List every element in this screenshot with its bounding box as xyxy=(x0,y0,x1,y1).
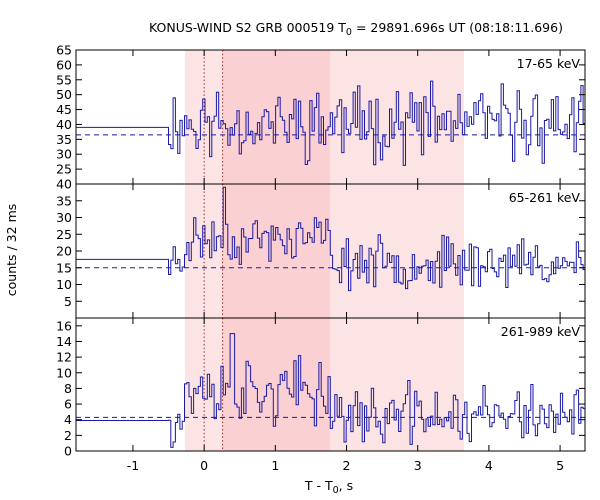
y-tick-label: 5 xyxy=(64,294,72,309)
y-tick-label: 55 xyxy=(56,72,72,87)
light-curve xyxy=(76,333,585,448)
x-tick-label: 0 xyxy=(200,458,208,473)
y-tick-label: 65 xyxy=(56,43,72,58)
shaded-interval-2 xyxy=(222,318,331,451)
chart-title: KONUS-WIND S2 GRB 000519 T0 = 29891.696s… xyxy=(149,20,563,38)
y-tick-label: 12 xyxy=(56,350,72,365)
y-tick-label: 30 xyxy=(56,147,72,162)
x-tick-label: 3 xyxy=(414,458,422,473)
y-tick-label: 10 xyxy=(56,365,72,380)
y-tick-label: 16 xyxy=(56,318,72,333)
y-tick-label: 10 xyxy=(56,277,72,292)
y-tick-label: 40 xyxy=(56,117,72,132)
energy-band-label: 65-261 keV xyxy=(509,190,581,205)
y-tick-label: 35 xyxy=(56,193,72,208)
panel-frame xyxy=(75,317,586,452)
y-tick-label: 15 xyxy=(56,260,72,275)
y-tick-label: 20 xyxy=(56,244,72,259)
title-prefix: KONUS-WIND S2 GRB 000519 T xyxy=(149,20,346,35)
energy-band-label: 261-989 keV xyxy=(501,324,581,339)
title-subscript: 0 xyxy=(346,27,352,38)
y-tick-label: 8 xyxy=(64,381,72,396)
x-tick-label: 1 xyxy=(271,458,279,473)
y-tick-label: 25 xyxy=(56,227,72,242)
y-tick-label: 14 xyxy=(56,334,72,349)
y-tick-label: 30 xyxy=(56,210,72,225)
x-tick-label: -1 xyxy=(127,458,139,473)
y-tick-label: 60 xyxy=(56,57,72,72)
y-tick-label: 4 xyxy=(64,412,72,427)
light-curve xyxy=(76,186,585,292)
xlabel-subscript: 0 xyxy=(333,485,339,496)
y-tick-label: 0 xyxy=(64,444,72,459)
y-axis-label: counts / 32 ms xyxy=(4,204,19,297)
y-tick-label: 6 xyxy=(64,397,72,412)
y-tick-label: 40 xyxy=(56,177,72,192)
x-tick-label: 4 xyxy=(485,458,493,473)
y-tick-label: 35 xyxy=(56,132,72,147)
y-tick-label: 50 xyxy=(56,87,72,102)
y-tick-label: 45 xyxy=(56,102,72,117)
shaded-interval-2 xyxy=(222,184,331,318)
x-tick-label: 5 xyxy=(556,458,564,473)
y-tick-label: 25 xyxy=(56,162,72,177)
title-suffix: = 29891.696s UT (08:18:11.696) xyxy=(352,20,563,35)
y-tick-label: 2 xyxy=(64,428,72,443)
xlabel-suffix: , s xyxy=(339,478,353,493)
x-axis-label: T - T0, s xyxy=(304,478,353,496)
light-curve xyxy=(76,80,585,166)
x-tick-label: 2 xyxy=(343,458,351,473)
energy-band-label: 17-65 keV xyxy=(517,56,581,71)
xlabel-prefix: T - T xyxy=(304,478,333,493)
